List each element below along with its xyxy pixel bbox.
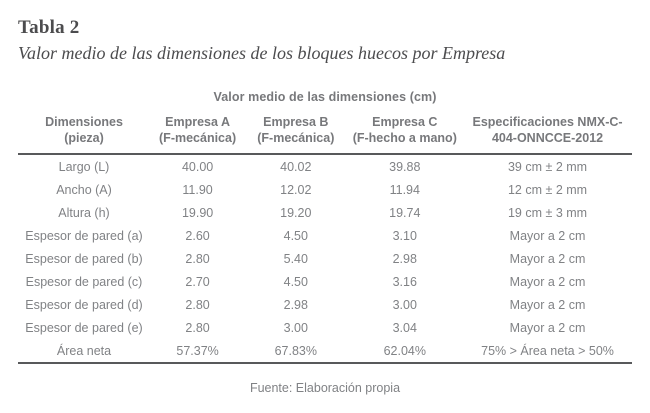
cell-empresa-a: 11.90 xyxy=(182,182,213,197)
cell-empresa-a: 2.80 xyxy=(185,251,210,266)
cell-dimension: Área neta xyxy=(56,343,112,358)
cell-especificacion: 19 cm ± 3 mm xyxy=(507,205,588,220)
column-header-line: (F-mecánica) xyxy=(257,131,335,145)
cell-empresa-c: 3.16 xyxy=(392,274,417,289)
cell-especificacion: Mayor a 2 cm xyxy=(509,297,586,312)
column-header-especificaciones: Especificaciones NMX-C- 404-ONNCCE-2012 xyxy=(463,114,632,146)
cell-dimension: Espesor de pared (d) xyxy=(25,297,143,312)
cell-dimension: Espesor de pared (b) xyxy=(25,251,143,266)
cell-empresa-a: 2.60 xyxy=(185,228,210,243)
column-header-line: Dimensiones xyxy=(45,115,123,129)
cell-dimension: Espesor de pared (a) xyxy=(25,228,143,243)
column-header-line: 404-ONNCCE-2012 xyxy=(491,131,604,145)
table-subtitle: Valor medio de las dimensiones de los bl… xyxy=(18,43,506,63)
column-header-dimensiones: Dimensiones (pieza) xyxy=(18,114,150,146)
cell-empresa-c: 39.88 xyxy=(389,159,421,174)
column-header-empresa-a: Empresa A (F-mecánica) xyxy=(150,114,245,146)
cell-empresa-a: 40.00 xyxy=(181,159,214,174)
cell-empresa-c: 3.10 xyxy=(392,228,417,243)
table-row-largo: Largo (L) 40.00 40.02 39.88 39 cm ± 2 mm xyxy=(18,155,632,178)
cell-empresa-b: 12.02 xyxy=(280,182,312,197)
table-row-espesor-d: Espesor de pared (d) 2.80 2.98 3.00 Mayo… xyxy=(18,293,632,316)
cell-empresa-a: 57.37% xyxy=(176,343,219,358)
column-header-line: Empresa C xyxy=(372,115,438,129)
cell-empresa-b: 3.00 xyxy=(283,320,308,335)
column-header-line: (pieza) xyxy=(64,131,104,145)
title-block: Tabla 2 Valor medio de las dimensiones d… xyxy=(0,0,650,64)
cell-empresa-c: 62.04% xyxy=(383,343,426,358)
cell-empresa-a: 2.80 xyxy=(185,297,210,312)
table-row-ancho: Ancho (A) 11.90 12.02 11.94 12 cm ± 2 mm xyxy=(18,178,632,201)
column-header-line: Empresa A xyxy=(165,115,230,129)
cell-especificacion: Mayor a 2 cm xyxy=(509,274,586,289)
column-header-line: Especificaciones NMX-C- xyxy=(472,115,623,129)
cell-empresa-b: 40.02 xyxy=(280,159,312,174)
table-row-espesor-e: Espesor de pared (e) 2.80 3.00 3.04 Mayo… xyxy=(18,316,632,339)
column-header-empresa-c: Empresa C (F-hecho a mano) xyxy=(346,114,463,146)
cell-empresa-b: 4.50 xyxy=(283,274,308,289)
cell-empresa-a: 2.70 xyxy=(185,274,210,289)
cell-especificacion: 12 cm ± 2 mm xyxy=(507,182,588,197)
cell-dimension: Altura (h) xyxy=(58,205,110,220)
table-row-espesor-c: Espesor de pared (c) 2.70 4.50 3.16 Mayo… xyxy=(18,270,632,293)
table-body: Largo (L) 40.00 40.02 39.88 39 cm ± 2 mm… xyxy=(18,155,632,364)
table-row-altura: Altura (h) 19.90 19.20 19.74 19 cm ± 3 m… xyxy=(18,201,632,224)
cell-especificacion: 75% > Área neta > 50% xyxy=(481,343,614,358)
cell-dimension: Largo (L) xyxy=(58,159,110,174)
cell-empresa-b: 67.83% xyxy=(274,343,317,358)
cell-empresa-b: 5.40 xyxy=(283,251,308,266)
cell-especificacion: Mayor a 2 cm xyxy=(509,320,586,335)
table-source-note: Fuente: Elaboración propia xyxy=(249,381,401,395)
column-header-line: Empresa B xyxy=(263,115,329,129)
cell-empresa-c: 2.98 xyxy=(392,251,417,266)
table-header-row: Dimensiones (pieza) Empresa A (F-mecánic… xyxy=(18,104,632,155)
table-number-title: Tabla 2 xyxy=(18,17,80,38)
cell-empresa-a: 2.80 xyxy=(185,320,210,335)
column-header-line: (F-hecho a mano) xyxy=(352,131,457,145)
cell-empresa-c: 19.74 xyxy=(389,205,421,220)
cell-empresa-b: 2.98 xyxy=(283,297,308,312)
column-header-empresa-b: Empresa B (F-mecánica) xyxy=(245,114,346,146)
cell-empresa-c: 11.94 xyxy=(389,182,420,197)
cell-empresa-c: 3.00 xyxy=(392,297,417,312)
table-row-espesor-a: Espesor de pared (a) 2.60 4.50 3.10 Mayo… xyxy=(18,224,632,247)
column-header-line: (F-mecánica) xyxy=(159,131,237,145)
cell-empresa-c: 3.04 xyxy=(392,320,417,335)
cell-dimension: Ancho (A) xyxy=(56,182,112,197)
cell-especificacion: Mayor a 2 cm xyxy=(509,228,586,243)
cell-empresa-b: 4.50 xyxy=(283,228,308,243)
cell-dimension: Espesor de pared (e) xyxy=(25,320,143,335)
cell-empresa-b: 19.20 xyxy=(280,205,312,220)
table-row-espesor-b: Espesor de pared (b) 2.80 5.40 2.98 Mayo… xyxy=(18,247,632,270)
cell-dimension: Espesor de pared (c) xyxy=(25,274,143,289)
data-table: Valor medio de las dimensiones (cm) Dime… xyxy=(18,90,632,364)
table-caption: Valor medio de las dimensiones (cm) xyxy=(213,90,437,104)
cell-especificacion: 39 cm ± 2 mm xyxy=(507,159,588,174)
table-row-area-neta: Área neta 57.37% 67.83% 62.04% 75% > Áre… xyxy=(18,339,632,362)
cell-empresa-a: 19.90 xyxy=(181,205,214,220)
cell-especificacion: Mayor a 2 cm xyxy=(509,251,586,266)
